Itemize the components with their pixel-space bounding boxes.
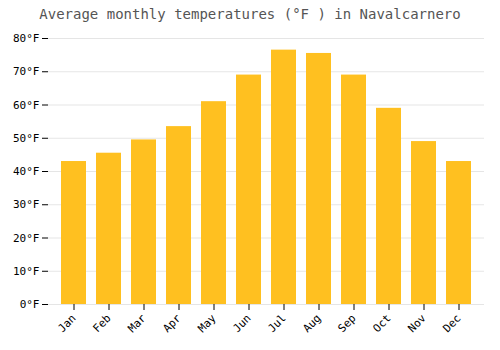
svg-text:Oct: Oct	[370, 312, 393, 335]
svg-text:Nov: Nov	[405, 311, 429, 335]
svg-text:0°F: 0°F	[20, 298, 40, 311]
svg-text:Dec: Dec	[440, 312, 463, 335]
svg-text:Aug: Aug	[300, 312, 323, 335]
svg-text:80°F: 80°F	[13, 32, 40, 45]
svg-text:30°F: 30°F	[13, 198, 40, 211]
svg-text:Jun: Jun	[230, 312, 253, 335]
html-text:Average monthly temperatures (: Average monthly temperatures (°F ) in Na…	[39, 6, 461, 22]
svg-text:Sep: Sep	[335, 312, 358, 335]
svg-text:Feb: Feb	[90, 312, 113, 335]
svg-text:Mar: Mar	[125, 311, 149, 335]
svg-text:40°F: 40°F	[13, 165, 40, 178]
svg-text:May: May	[195, 311, 219, 335]
svg-text:60°F: 60°F	[13, 99, 40, 112]
svg-text:Jul: Jul	[265, 312, 288, 335]
svg-text:20°F: 20°F	[13, 232, 40, 245]
svg-text:10°F: 10°F	[13, 265, 40, 278]
svg-text:Jan: Jan	[55, 312, 78, 335]
svg-text:70°F: 70°F	[13, 65, 40, 78]
svg-text:50°F: 50°F	[13, 132, 40, 145]
svg-text:Apr: Apr	[160, 311, 184, 335]
